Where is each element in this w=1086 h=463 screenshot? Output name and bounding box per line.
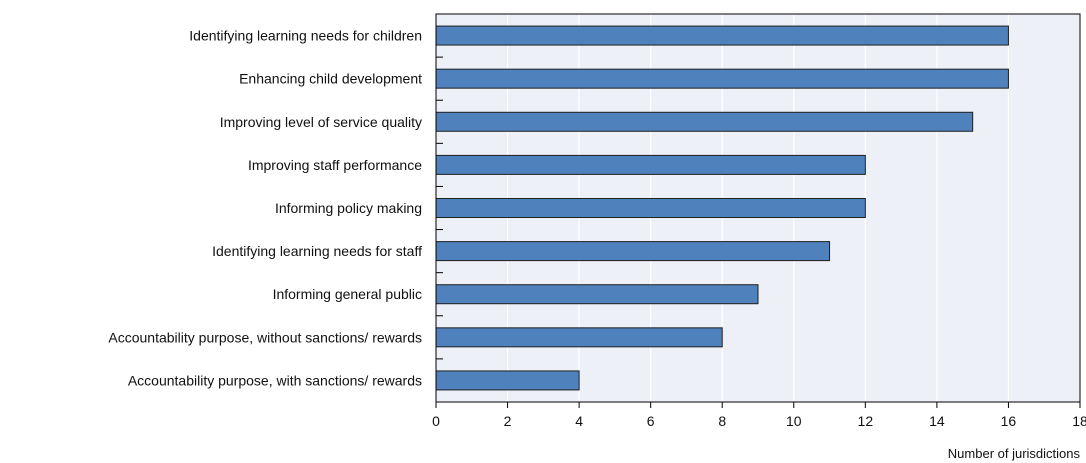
bar — [435, 68, 1009, 89]
bar — [435, 111, 974, 132]
x-axis-ticks: 0 2 4 6 8 10 12 14 16 18 — [432, 402, 1086, 429]
x-tick-label: 16 — [1001, 413, 1017, 429]
category-label: Informing general public — [273, 286, 422, 302]
category-label: Improving level of service quality — [220, 114, 422, 130]
x-tick-label: 8 — [718, 413, 726, 429]
category-label: Improving staff performance — [248, 157, 422, 173]
category-label: Informing policy making — [275, 200, 422, 216]
x-tick-label: 14 — [929, 413, 945, 429]
x-axis-title: Number of jurisdictions — [948, 446, 1081, 461]
y-axis-ticks — [436, 56, 443, 360]
bar — [435, 370, 580, 391]
category-label: Enhancing child development — [239, 71, 422, 87]
x-tick-label: 2 — [504, 413, 512, 429]
x-tick-label: 6 — [647, 413, 655, 429]
category-label: Accountability purpose, with sanctions/ … — [128, 372, 422, 388]
category-label: Accountability purpose, without sanction… — [108, 329, 422, 345]
bars — [435, 25, 1009, 391]
x-tick-label: 18 — [1072, 413, 1086, 429]
category-label: Identifying learning needs for staff — [212, 243, 422, 259]
x-tick-label: 4 — [575, 413, 583, 429]
bar — [435, 25, 1009, 46]
bar — [435, 327, 723, 348]
category-label: Identifying learning needs for children — [189, 28, 422, 44]
bar — [435, 198, 866, 218]
category-labels: Identifying learning needs for children E… — [108, 28, 422, 389]
bar — [435, 154, 866, 175]
x-tick-label: 10 — [786, 413, 802, 429]
bar — [435, 241, 831, 262]
plot-border — [435, 13, 1081, 403]
x-tick-label: 0 — [432, 413, 440, 429]
x-tick-label: 12 — [858, 413, 874, 429]
bar — [435, 284, 759, 305]
